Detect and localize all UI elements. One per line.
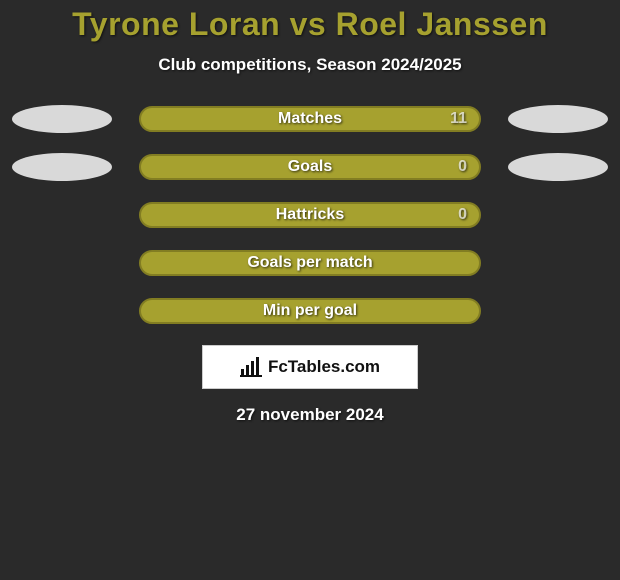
source-badge[interactable]: FcTables.com bbox=[202, 345, 418, 389]
stat-bar: Matches11 bbox=[139, 106, 481, 132]
stat-value-right: 11 bbox=[450, 110, 467, 128]
stat-bar: Goals per match bbox=[139, 250, 481, 276]
stat-row: Min per goal bbox=[0, 297, 620, 325]
right-ellipse bbox=[508, 105, 608, 133]
stat-row: Hattricks0 bbox=[0, 201, 620, 229]
stat-label: Min per goal bbox=[141, 302, 479, 320]
stat-label: Hattricks bbox=[141, 206, 479, 224]
stat-label: Matches bbox=[141, 110, 479, 128]
bar-chart-icon bbox=[240, 357, 262, 377]
vs-separator: vs bbox=[290, 6, 327, 42]
player2-name: Roel Janssen bbox=[336, 6, 548, 42]
badge-text: FcTables.com bbox=[268, 357, 380, 377]
stat-row: Matches11 bbox=[0, 105, 620, 133]
stat-label: Goals per match bbox=[141, 254, 479, 272]
left-ellipse bbox=[12, 105, 112, 133]
right-ellipse bbox=[508, 153, 608, 181]
stat-bar: Goals0 bbox=[139, 154, 481, 180]
page-title: Tyrone Loran vs Roel Janssen bbox=[0, 6, 620, 43]
stat-bar: Hattricks0 bbox=[139, 202, 481, 228]
stat-label: Goals bbox=[141, 158, 479, 176]
stat-value-right: 0 bbox=[458, 206, 467, 224]
stat-value-right: 0 bbox=[458, 158, 467, 176]
subtitle: Club competitions, Season 2024/2025 bbox=[0, 55, 620, 75]
left-ellipse bbox=[12, 153, 112, 181]
player1-name: Tyrone Loran bbox=[72, 6, 280, 42]
stat-row: Goals per match bbox=[0, 249, 620, 277]
stat-row: Goals0 bbox=[0, 153, 620, 181]
stat-rows: Matches11Goals0Hattricks0Goals per match… bbox=[0, 105, 620, 325]
date-label: 27 november 2024 bbox=[0, 405, 620, 425]
comparison-card: Tyrone Loran vs Roel Janssen Club compet… bbox=[0, 0, 620, 580]
stat-bar: Min per goal bbox=[139, 298, 481, 324]
